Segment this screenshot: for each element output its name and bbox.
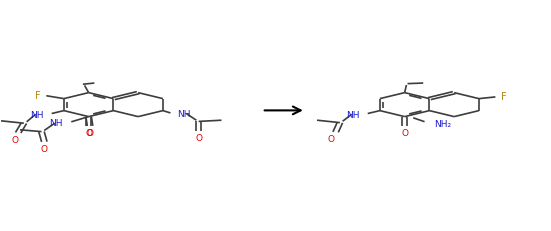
- Text: NH: NH: [49, 119, 62, 128]
- Text: O: O: [195, 134, 202, 143]
- Text: O: O: [85, 128, 92, 137]
- Text: F: F: [35, 90, 40, 100]
- Text: O: O: [41, 144, 48, 153]
- Text: O: O: [401, 129, 408, 138]
- Text: F: F: [501, 92, 507, 102]
- Text: O: O: [12, 135, 19, 144]
- Text: O: O: [328, 135, 335, 144]
- Text: NH: NH: [347, 110, 360, 119]
- Text: NH: NH: [177, 110, 191, 119]
- Text: NH: NH: [30, 110, 44, 119]
- Text: NH₂: NH₂: [434, 120, 452, 129]
- Text: O: O: [87, 129, 94, 138]
